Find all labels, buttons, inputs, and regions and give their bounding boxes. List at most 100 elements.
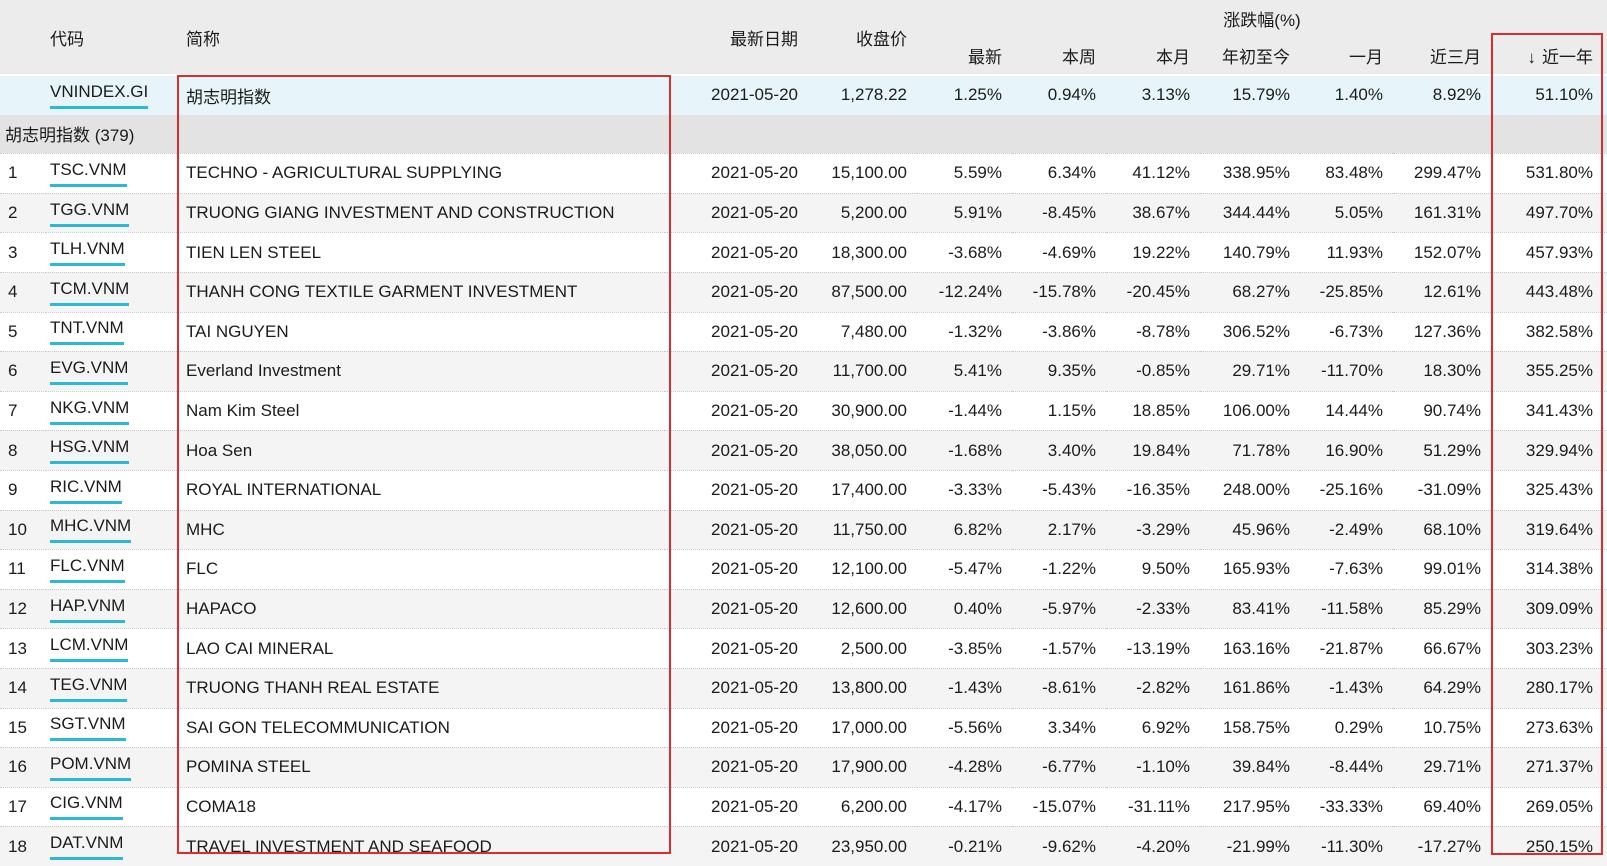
cell-date: 2021-05-20 [665,390,808,431]
cell-change-ytd: 68.27% [1200,271,1300,312]
stock-row: 13 LCM.VNM LAO CAI MINERAL 2021-05-20 2,500.… [0,628,1607,668]
cell-change-latest: -0.21% [917,826,1012,866]
cell-code: RIC.VNM [46,469,177,510]
cell-change-latest: 1.25% [917,76,1012,115]
stock-row: 10 MHC.VNM MHC 2021-05-20 11,750.00 6.82% 2.17… [0,509,1607,550]
cell-change-1y: 280.17% [1491,667,1607,708]
cell-change-week: -9.62% [1012,826,1106,866]
cell-row-number: 9 [0,469,46,510]
header-name[interactable]: 简称 [177,0,665,76]
cell-date: 2021-05-20 [665,588,808,629]
index-code-link[interactable]: VNINDEX.GI [50,82,149,109]
ticker-link[interactable]: SGT.VNM [50,714,126,742]
cell-change-latest: 5.59% [917,153,1012,193]
header-change-3m[interactable]: 近三月 [1393,36,1491,76]
stock-row: 1 TSC.VNM TECHNO - AGRICULTURAL SUPPLYING 2… [0,153,1607,193]
cell-change-1y: 497.70% [1491,192,1607,233]
header-change-week[interactable]: 本周 [1012,36,1106,76]
cell-change-3m: 66.67% [1393,628,1491,668]
stock-row: 16 POM.VNM POMINA STEEL 2021-05-20 17,900.00… [0,747,1607,787]
ticker-link[interactable]: FLC.VNM [50,556,125,583]
ticker-link[interactable]: POM.VNM [50,754,132,781]
cell-change-month: -1.10% [1106,747,1200,787]
cell-close: 18,300.00 [808,232,917,272]
ticker-link[interactable]: EVG.VNM [50,358,129,385]
cell-change-1m: -11.58% [1300,588,1393,629]
cell-change-1m: -21.87% [1300,628,1393,668]
cell-name: TECHNO - AGRICULTURAL SUPPLYING [177,153,665,193]
cell-change-1y: 303.23% [1491,628,1607,668]
header-change-1m[interactable]: 一月 [1300,36,1393,76]
cell-change-1m: -1.43% [1300,667,1393,708]
cell-name: TAI NGUYEN [177,311,665,352]
ticker-link[interactable]: TGG.VNM [50,200,130,227]
cell-change-week: 9.35% [1012,351,1106,391]
ticker-link[interactable]: RIC.VNM [50,477,122,504]
cell-close: 17,400.00 [808,469,917,510]
cell-change-month: -0.85% [1106,351,1200,391]
ticker-link[interactable]: DAT.VNM [50,833,124,861]
ticker-link[interactable]: TSC.VNM [50,160,127,187]
cell-change-month: 19.84% [1106,430,1200,470]
cell-change-latest: -3.68% [917,232,1012,272]
cell-close: 87,500.00 [808,271,917,312]
cell-code: TEG.VNM [46,667,177,708]
cell-change-week: -3.86% [1012,311,1106,352]
cell-change-week: -1.57% [1012,628,1106,668]
stock-row: 15 SGT.VNM SAI GON TELECOMMUNICATION 2021-0… [0,707,1607,748]
section-label: 胡志明指数 (379) [5,126,135,146]
header-change-1y-label: 近一年 [1542,47,1594,67]
header-change-latest[interactable]: 最新 [917,36,1012,76]
cell-date: 2021-05-20 [665,232,808,272]
cell-change-1m: 1.40% [1300,76,1393,115]
cell-change-3m: 152.07% [1393,232,1491,272]
cell-name: TIEN LEN STEEL [177,232,665,272]
ticker-link[interactable]: TNT.VNM [50,318,124,346]
cell-date: 2021-05-20 [665,153,808,193]
cell-change-ytd: 338.95% [1200,153,1300,193]
stock-row: 2 TGG.VNM TRUONG GIANG INVESTMENT AND CONS… [0,192,1607,233]
cell-change-3m: 299.47% [1393,153,1491,193]
cell-change-month: -13.19% [1106,628,1200,668]
cell-name: TRUONG THANH REAL ESTATE [177,667,665,708]
index-summary-row: VNINDEX.GI 胡志明指数 2021-05-20 1,278.22 1.2… [0,76,1607,115]
cell-change-3m: -17.27% [1393,826,1491,866]
cell-change-ytd: 306.52% [1200,311,1300,352]
header-code[interactable]: 代码 [46,0,177,76]
cell-change-month: -2.33% [1106,588,1200,629]
cell-row-number: 12 [0,588,46,629]
cell-name: SAI GON TELECOMMUNICATION [177,707,665,748]
ticker-link[interactable]: NKG.VNM [50,398,130,425]
cell-code: VNINDEX.GI [46,76,177,115]
cell-row-number: 18 [0,826,46,866]
ticker-link[interactable]: HSG.VNM [50,437,130,465]
header-change-month[interactable]: 本月 [1106,36,1200,76]
ticker-link[interactable]: HAP.VNM [50,596,126,623]
stock-row: 5 TNT.VNM TAI NGUYEN 2021-05-20 7,480.00 -1.3… [0,311,1607,352]
header-change-1y[interactable]: ↓ 近一年 [1491,36,1607,76]
cell-name: 胡志明指数 [177,76,665,115]
header-change-group: 涨跌幅(%) [917,0,1607,36]
cell-date: 2021-05-20 [665,707,808,748]
header-date[interactable]: 最新日期 [665,0,808,76]
ticker-link[interactable]: CIG.VNM [50,793,123,821]
stock-rows: VNINDEX.GI 胡志明指数 2021-05-20 1,278.22 1.2… [0,76,1607,866]
cell-change-1m: 14.44% [1300,390,1393,431]
cell-change-week: -5.97% [1012,588,1106,629]
cell-code: MHC.VNM [46,509,177,550]
ticker-link[interactable]: TEG.VNM [50,675,128,702]
cell-row-number: 4 [0,271,46,312]
ticker-link[interactable]: LCM.VNM [50,635,129,663]
cell-change-1m: -8.44% [1300,747,1393,787]
cell-change-latest: 5.41% [917,351,1012,391]
cell-change-3m: 64.29% [1393,667,1491,708]
ticker-link[interactable]: MHC.VNM [50,516,132,544]
cell-date: 2021-05-20 [665,826,808,866]
header-change-ytd[interactable]: 年初至今 [1200,36,1300,76]
ticker-link[interactable]: TLH.VNM [50,239,125,267]
cell-change-ytd: 248.00% [1200,469,1300,510]
header-close[interactable]: 收盘价 [808,0,917,76]
cell-change-ytd: 15.79% [1200,76,1300,115]
ticker-link[interactable]: TCM.VNM [50,279,130,306]
